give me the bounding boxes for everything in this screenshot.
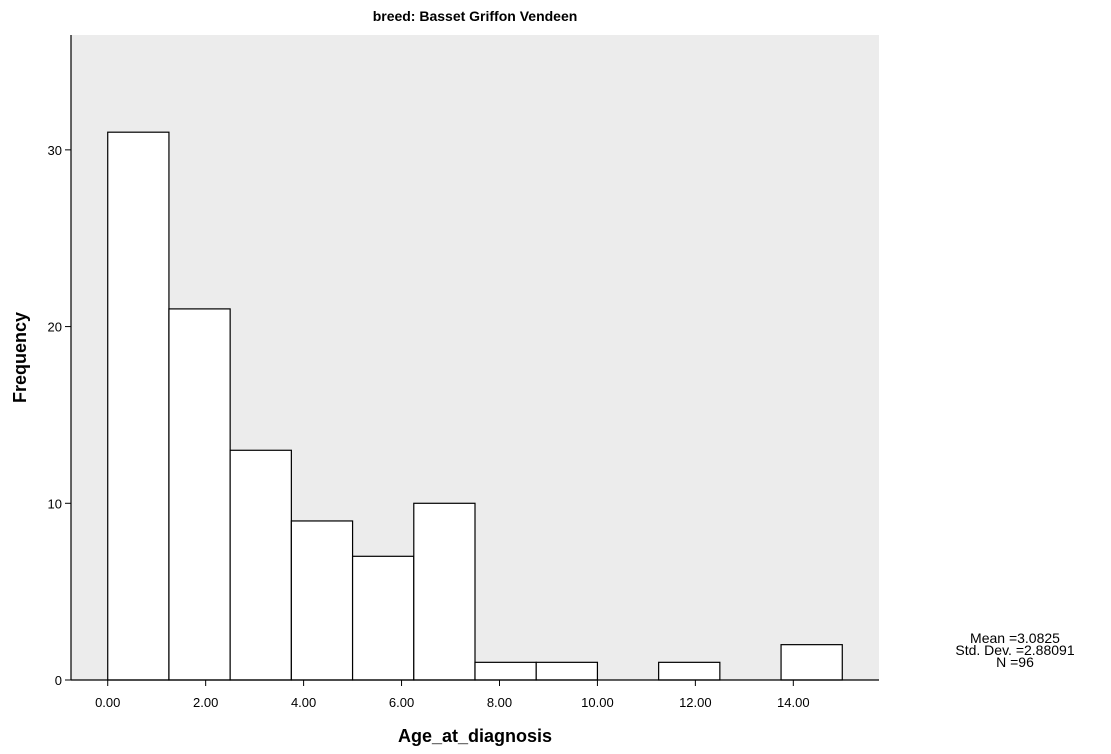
histogram-bar [107,131,170,681]
stat-mean: Mean =3.0825 [970,630,1060,646]
x-tick-label: 8.00 [487,695,512,710]
histogram-bar [780,644,843,681]
histogram-bar [168,308,231,681]
stat-n: N =96 [996,654,1034,670]
bars-group [107,131,843,681]
x-tick-label: 0.00 [95,695,120,710]
histogram-bar [474,661,537,681]
histogram-bar [535,661,599,681]
y-tick-label: 0 [55,673,62,688]
histogram-bar [413,502,476,681]
y-tick-label: 10 [48,496,62,511]
x-tick-label: 12.00 [679,695,712,710]
histogram-bar [290,520,354,681]
y-axis-label: Frequency [10,312,30,403]
summary-statistics: Mean =3.0825 Std. Dev. =2.88091 N =96 [930,630,1100,670]
histogram-bar [229,449,292,681]
y-tick-label: 20 [48,320,62,335]
chart-title: breed: Basset Griffon Vendeen [373,8,578,24]
axes-group: 0 10 20 30 0.00 2.00 4.00 6.00 8.00 10.00 12.00 14.… [48,35,879,710]
x-tick-label: 2.00 [193,695,218,710]
x-tick-label: 14.00 [777,695,810,710]
histogram-bar [351,555,415,681]
stat-std-dev: Std. Dev. =2.88091 [955,642,1075,658]
x-tick-label: 4.00 [291,695,316,710]
y-tick-label: 30 [48,143,62,158]
x-tick-label: 10.00 [581,695,614,710]
histogram-bar [658,661,721,681]
x-tick-label: 6.00 [389,695,414,710]
x-axis-label: Age_at_diagnosis [398,726,552,746]
